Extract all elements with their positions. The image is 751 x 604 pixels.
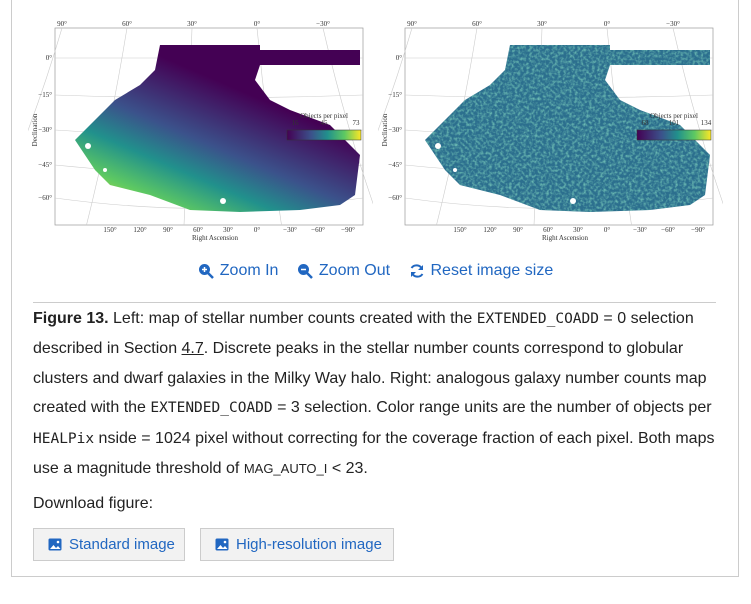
ra-tick-label: 60° (122, 20, 132, 28)
ra-tick-label: −30° (633, 226, 647, 234)
zoom-in-label[interactable]: Zoom In (219, 262, 279, 279)
ra-tick-label: −60° (661, 226, 675, 234)
ra-tick-label: 0° (254, 226, 261, 234)
dec-tick-label: −45° (388, 161, 402, 169)
ra-tick-label: 0° (254, 20, 261, 28)
ra-tick-label: 60° (543, 226, 553, 234)
ra-tick-label: −90° (691, 226, 705, 234)
ra-tick-label: −30° (316, 20, 330, 28)
graticule (28, 27, 63, 132)
ra-tick-label: 150° (453, 226, 467, 234)
zoom-controls: Zoom In Zoom Out Reset image size (0, 262, 751, 284)
caption-smallcaps: MAG_AUTO_I (243, 461, 328, 477)
masked-spot (103, 168, 107, 172)
figure-box (11, 0, 739, 577)
colorbar-tick-label: 16 (292, 119, 300, 127)
ra-tick-label: 90° (163, 226, 173, 234)
dec-tick-label: −45° (38, 161, 52, 169)
reset-size[interactable]: Reset image size (409, 262, 554, 280)
caption-code: HEALPix (33, 430, 95, 447)
ra-tick-label: 0° (604, 20, 611, 28)
x-axis-label: Right Ascension (542, 234, 589, 242)
dec-tick-label: −60° (388, 194, 402, 202)
caption-code: EXTENDED_COADD (150, 400, 273, 417)
ra-tick-label: 150° (103, 226, 117, 234)
colorbar-tick-label: 101 (669, 119, 680, 127)
footprint (75, 45, 360, 212)
colorbar (636, 129, 712, 141)
download-label: Download figure: (33, 495, 154, 512)
divider (33, 302, 716, 303)
ra-tick-label: −90° (341, 226, 355, 234)
masked-spot (570, 198, 576, 204)
dec-tick-label: −60° (38, 194, 52, 202)
ra-tick-label: 30° (187, 20, 197, 28)
ra-tick-label: 90° (57, 20, 67, 28)
colorbar-tick-label: 134 (701, 119, 712, 127)
ra-tick-label: −60° (311, 226, 325, 234)
high-res-image-button[interactable]: High-resolution image (200, 528, 394, 561)
colorbar (286, 129, 362, 141)
ra-tick-label: 90° (407, 20, 417, 28)
colorbar-title: Objects per pixel (300, 112, 348, 120)
ra-tick-label: 120° (133, 226, 147, 234)
zoom-out-label[interactable]: Zoom Out (318, 262, 391, 279)
caption-text: = 0 selection described in Section (33, 310, 694, 358)
footprint-texture (425, 45, 710, 212)
ra-tick-label: 30° (537, 20, 547, 28)
dec-tick-label: 0° (46, 54, 53, 62)
standard-image-button[interactable]: Standard image (33, 528, 185, 561)
button-label[interactable]: High-resolution image (236, 536, 382, 553)
caption-text: . Discrete peaks in the stellar number c… (33, 340, 707, 417)
caption-label: Figure 13. (33, 310, 109, 327)
caption-text: = 3 selection. Color range units are the… (272, 399, 712, 417)
caption-text: nside = 1024 pixel without correcting fo… (33, 429, 715, 478)
y-axis-label: Declination (31, 113, 39, 146)
graticule (378, 27, 413, 132)
colorbar-tick-label: 45 (321, 119, 329, 127)
colorbar-tick-label: 73 (353, 119, 361, 127)
dec-tick-label: −15° (38, 91, 52, 99)
caption: Figure 13. Left: map of stellar number c… (33, 304, 723, 483)
caption-text: < 23. (327, 460, 368, 478)
dec-tick-label: −30° (388, 126, 402, 134)
colorbar-title: Objects per pixel (650, 112, 698, 120)
ra-tick-label: −30° (666, 20, 680, 28)
zoom-out[interactable]: Zoom Out (297, 262, 390, 280)
ra-tick-label: 120° (483, 226, 497, 234)
map-image[interactable]: 90° 60° 30° 0° −30° 0° −15° −30° −45° −60° 150° 120… (378, 18, 723, 246)
dec-tick-label: −15° (388, 91, 402, 99)
ra-tick-label: −30° (283, 226, 297, 234)
dec-tick-label: −30° (38, 126, 52, 134)
caption-code: EXTENDED_COADD (476, 311, 599, 327)
ra-tick-label: 90° (513, 226, 523, 234)
colorbar-tick-label: 68 (642, 119, 650, 127)
masked-spot (85, 143, 91, 149)
reset-label[interactable]: Reset image size (430, 262, 554, 279)
masked-spot (453, 168, 457, 172)
x-axis-label: Right Ascension (192, 234, 239, 242)
masked-spot (220, 198, 226, 204)
section-link[interactable]: 4.7 (181, 340, 204, 358)
map-image[interactable]: 90° 60° 30° 0° −30° 0° −15° −30° −45° −60° 150° 120… (28, 18, 373, 246)
ra-tick-label: 0° (604, 226, 611, 234)
masked-spot (435, 143, 441, 149)
ra-tick-label: 30° (573, 226, 583, 234)
y-axis-label: Declination (381, 113, 389, 146)
ra-tick-label: 60° (472, 20, 482, 28)
zoom-in[interactable]: Zoom In (198, 262, 279, 280)
dec-tick-label: 0° (396, 54, 403, 62)
ra-tick-label: 60° (193, 226, 203, 234)
button-label[interactable]: Standard image (69, 536, 175, 553)
caption-text: Left: map of stellar number counts creat… (108, 310, 477, 327)
ra-tick-label: 30° (223, 226, 233, 234)
